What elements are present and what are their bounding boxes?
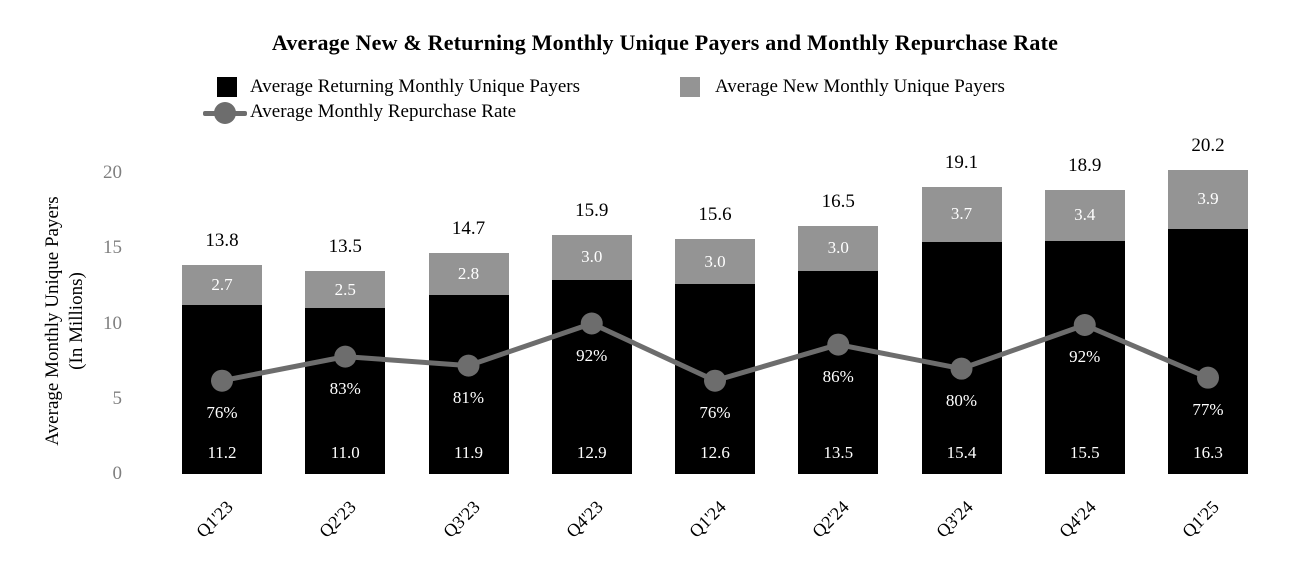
- bar-returning: [1168, 228, 1248, 474]
- bar-total-label: 16.5: [821, 190, 855, 212]
- bar-new: [182, 264, 262, 306]
- bar-new: [551, 234, 632, 280]
- repurchase-rate-marker: [580, 312, 603, 335]
- chart-title: Average New & Returning Monthly Unique P…: [271, 30, 1059, 55]
- bar-total-label: 18.9: [1068, 154, 1102, 176]
- repurchase-rate-marker: [827, 333, 850, 356]
- repurchase-rate-marker: [1073, 314, 1096, 337]
- bar-returning-label: 13.5: [823, 443, 854, 462]
- bar-rate-label: 80%: [945, 390, 978, 410]
- bar-new-label: 3.9: [1197, 189, 1219, 209]
- bar-new: [1168, 169, 1248, 229]
- bar-returning: [551, 279, 632, 474]
- y-axis-tick: 10: [103, 312, 122, 334]
- bar-returning-label: 12.6: [700, 443, 730, 462]
- bar-total-label: 19.1: [944, 151, 979, 173]
- legend-label-new: Average New Monthly Unique Payers: [715, 76, 1005, 97]
- legend-label-returning: Average Returning Monthly Unique Payers: [250, 76, 580, 97]
- legend-swatch-new-icon: [680, 77, 700, 97]
- bar-returning-label: 16.3: [1193, 443, 1223, 462]
- bar-new: [305, 270, 386, 309]
- bar-new-label: 2.8: [457, 263, 480, 283]
- bar-rate-label: 76%: [699, 402, 731, 422]
- bar-new-label: 2.7: [211, 275, 233, 295]
- y-axis-tick: 20: [103, 162, 122, 183]
- bar-total-label: 15.6: [698, 204, 732, 226]
- bar-new: [798, 225, 879, 271]
- bar-new-label: 3.4: [1074, 205, 1096, 225]
- bar-returning: [305, 308, 386, 474]
- repurchase-rate-marker: [334, 345, 357, 368]
- y-axis-tick: 15: [103, 237, 122, 259]
- bar-total-label: 20.2: [1191, 134, 1225, 156]
- repurchase-rate-marker: [704, 369, 726, 392]
- repurchase-rate-marker: [211, 369, 233, 392]
- bar-total-label: 13.5: [328, 235, 362, 257]
- bar-rate-label: 92%: [576, 345, 608, 365]
- bar-new: [1044, 189, 1125, 241]
- bar-rate-label: 86%: [822, 366, 854, 386]
- repurchase-rate-marker: [1197, 366, 1219, 389]
- bar-returning-label: 15.4: [946, 443, 977, 462]
- bar-returning: [798, 270, 879, 474]
- bar-returning: [1044, 240, 1125, 474]
- repurchase-rate-marker: [457, 354, 480, 377]
- legend-swatch-returning-icon: [217, 77, 237, 97]
- bar-total-label: 13.8: [205, 229, 239, 251]
- y-axis-tick: 5: [112, 387, 123, 409]
- legend-label-repurchase-rate: Average Monthly Repurchase Rate: [250, 101, 517, 122]
- bar-total-label: 14.7: [451, 217, 486, 239]
- bar-new-label: 3.7: [950, 204, 973, 224]
- repurchase-rate-marker: [950, 357, 973, 380]
- y-axis-tick: 0: [112, 463, 123, 484]
- bar-returning-label: 11.9: [453, 443, 484, 462]
- bar-new: [428, 252, 509, 295]
- bar-new-label: 3.0: [827, 238, 849, 258]
- bar-new: [921, 186, 1002, 243]
- bar-new: [675, 239, 755, 285]
- legend-circle-marker-icon: [214, 102, 236, 124]
- bar-rate-label: 81%: [452, 387, 485, 407]
- bar-new-label: 3.0: [704, 251, 726, 271]
- bar-new-label: 2.5: [334, 279, 356, 299]
- bar-rate-label: 83%: [329, 378, 361, 398]
- bar-returning-label: 11.2: [207, 443, 237, 462]
- bar-rate-label: 92%: [1069, 347, 1101, 366]
- bar-returning: [428, 294, 509, 474]
- bar-total-label: 15.9: [575, 199, 609, 221]
- bar-returning-label: 11.0: [330, 443, 360, 462]
- bar-returning-label: 15.5: [1069, 443, 1100, 462]
- bar-new-label: 3.0: [581, 247, 603, 267]
- bar-rate-label: 77%: [1192, 399, 1224, 419]
- bar-returning-label: 12.9: [576, 443, 607, 462]
- bar-rate-label: 76%: [206, 402, 238, 422]
